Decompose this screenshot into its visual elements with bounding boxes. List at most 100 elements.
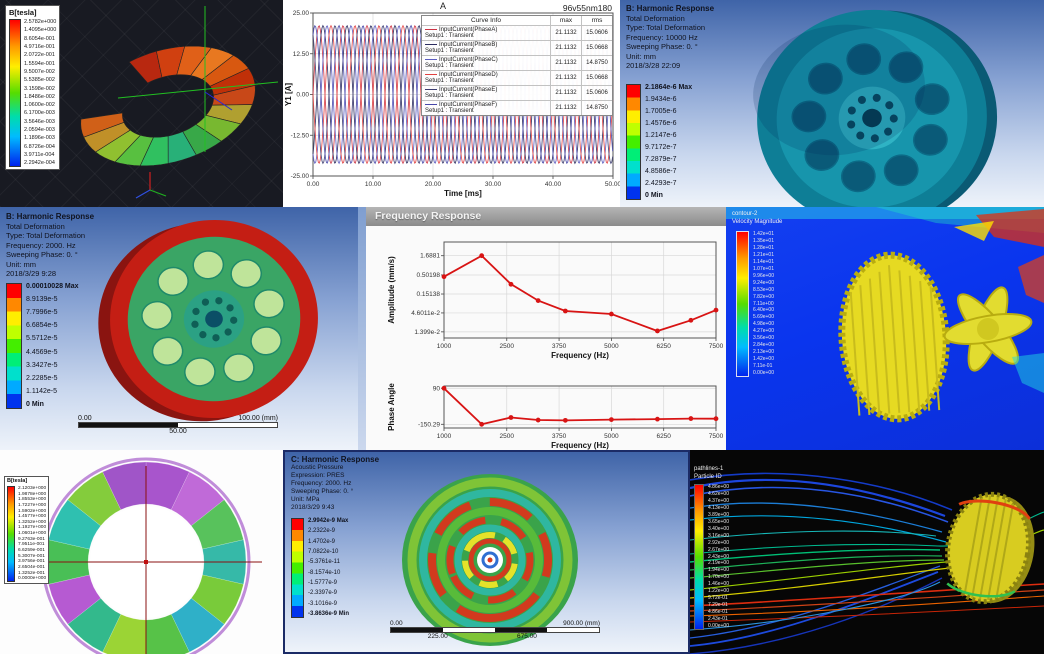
panel-current-plot: 0.00 10.00 20.00 30.00 40.00 50.00 25.00 12.50 0… [283, 0, 620, 207]
flux-legend-value: 6.8726e-004 [24, 143, 55, 150]
svg-text:Time [ms]: Time [ms] [444, 189, 482, 198]
legend-value: 1.8553e+000 [18, 497, 47, 503]
cfd-legend: 1.42e+01 1.35e+01 1.28e+01 1.21e+01 1.14e+01… [736, 231, 774, 377]
header-line: Type: Total Deformation [626, 23, 706, 32]
window-titlebar[interactable]: Frequency Response [366, 207, 726, 226]
flux-legend-value: 4.9716e-001 [24, 43, 55, 50]
flux-legend-value: 1.0600e-002 [24, 102, 55, 109]
legend-value: -8.1574e-10 [308, 569, 341, 576]
header-line: Expression: PRES [291, 472, 345, 479]
legend-value: 1.1142e-5 [26, 387, 58, 395]
svg-text:2500: 2500 [500, 433, 515, 440]
curve-info-row: InputCurrent(PhaseB) Setup1 : Transient 21… [422, 40, 612, 55]
legend-value: 1.5902e+000 [18, 508, 47, 514]
legend-value: 2.1864e-6 Max [645, 84, 693, 91]
svg-text:6250: 6250 [656, 433, 671, 440]
svg-text:-150.29: -150.29 [418, 421, 440, 428]
curve-swatch [425, 58, 437, 60]
legend-value: 2.1203e+000 [18, 486, 47, 491]
legend-value: 1.46e+00 [708, 581, 729, 588]
panel-harmonic-10000hz: B: Harmonic Response Total Deformation Typ… [620, 0, 1044, 207]
legend-value: -1.5777e-9 [308, 579, 338, 586]
ring-legend-title: B[tesla] [7, 478, 28, 484]
legend-value: 1.42e+01 [753, 231, 774, 237]
panel-harmonic-2000hz: B: Harmonic Response Total Deformation Typ… [0, 207, 358, 450]
header-line: Sweeping Phase: 0. ° [6, 250, 78, 259]
legend-value: 2.43e-01 [708, 616, 728, 623]
legend-value: 1.07e+01 [753, 265, 774, 272]
scale-left: 0.00 [390, 620, 403, 627]
plot-corner-label: 96v55nm180 [562, 3, 612, 13]
window-content: 1000 2500 3750 5000 6250 7500 1.6881 0.50198 0.1… [366, 226, 726, 455]
legend-value: 0.00010028 Max [26, 283, 79, 290]
panel-streamlines: pathlines-1 Particle ID 4.86e+00 4.62e+00 4… [690, 450, 1044, 654]
header-line: Sweeping Phase: 0. ° [291, 488, 354, 495]
legend-value: 6.6259e-001 [18, 548, 45, 554]
legend-value: 4.86e-01 [708, 609, 728, 616]
svg-text:4.6011e-2: 4.6011e-2 [411, 310, 440, 317]
axis-triad [135, 172, 167, 199]
legend-value: 1.94e+00 [708, 567, 729, 574]
legend-value: 3.40e+00 [708, 525, 729, 532]
legend-header-line: Particle ID [694, 473, 722, 480]
acoustic-colorbar [291, 518, 304, 618]
header-line: Sweeping Phase: 0. ° [626, 42, 698, 51]
phase-chart: 1000 2500 3750 5000 6250 7500 90 -150.29 Frequen… [387, 383, 724, 450]
streamline-gear [945, 491, 1035, 605]
svg-text:Frequency (Hz): Frequency (Hz) [551, 351, 609, 360]
legend-value: 1.7005e-6 [645, 108, 677, 115]
svg-text:-25.00: -25.00 [291, 173, 310, 180]
legend-value: 1.35e+01 [753, 237, 774, 244]
header-line: 2018/3/29 9:43 [291, 504, 335, 511]
flux-torus-render [80, 6, 279, 199]
legend-value: 1.4702e-9 [308, 538, 336, 545]
stream-legend-header: pathlines-1 Particle ID [694, 466, 723, 481]
harmonic-mid-legend: 0.00010028 Max 8.9139e-5 7.7996e-5 6.6854e-… [6, 283, 79, 409]
harmonic-top-values: 2.1864e-6 Max 1.9434e-6 1.7005e-6 1.4576e-6… [645, 84, 692, 200]
flux-legend-value: 9.5007e-002 [24, 68, 55, 75]
header-line: Frequency: 2000. Hz [291, 480, 352, 487]
flux-legend-colorbar [9, 19, 21, 167]
stream-colorbar [694, 484, 704, 630]
legend-value: 9.2763e-001 [18, 536, 45, 542]
curve-swatch [425, 43, 437, 45]
legend-value: 2.9942e-9 Max [308, 518, 349, 524]
flux-legend-value: 2.0722e-001 [24, 52, 55, 59]
svg-text:7500: 7500 [709, 343, 724, 350]
svg-text:12.50: 12.50 [293, 51, 310, 58]
legend-value: 9.7172e-7 [645, 144, 677, 151]
harmonic-mid-values: 0.00010028 Max 8.9139e-5 7.7996e-5 6.6854e-… [26, 283, 79, 409]
acoustic-header: C: Harmonic Response Acoustic Pressure Exp… [291, 456, 379, 512]
legend-value: 2.19e+00 [708, 560, 729, 567]
flux-legend-value: 2.0594e-003 [24, 127, 55, 134]
scale-m1: 225.00 [427, 633, 448, 640]
scale-left: 0.00 [78, 415, 92, 422]
legend-value: 4.37e+00 [708, 497, 729, 504]
wheel-deformation-render [98, 219, 318, 422]
legend-value: 1.3252e-001 [18, 570, 45, 576]
legend-value: -3.8636e-9 Min [308, 610, 350, 617]
svg-text:0.00: 0.00 [296, 92, 309, 99]
flux-legend-value: 1.8486e-002 [24, 93, 55, 100]
legend-value: 1.70e+00 [708, 574, 729, 581]
legend-value: 9.24e+00 [753, 279, 774, 286]
legend-value: -2.3397e-9 [308, 590, 338, 597]
svg-text:0.00: 0.00 [307, 181, 320, 188]
scale-bar: 0.00 100.00 (mm) 50.00 [78, 415, 278, 435]
legend-value: 2.13e+00 [753, 349, 774, 356]
svg-text:50.00: 50.00 [605, 181, 620, 188]
header-line: B: Harmonic Response [6, 212, 95, 221]
legend-value: 1.1927e+000 [18, 525, 47, 531]
legend-value: 1.4577e+000 [18, 514, 47, 520]
legend-value: 2.4293e-7 [645, 180, 677, 187]
legend-value: 8.9139e-5 [26, 296, 58, 304]
flux-legend-value: 1.5594e-001 [24, 60, 55, 67]
legend-value: 3.9756e-001 [18, 559, 45, 565]
legend-value: 1.42e+00 [753, 356, 774, 363]
svg-text:5000: 5000 [604, 433, 619, 440]
flux-legend-value: 6.1700e-003 [24, 110, 55, 117]
svg-text:10.00: 10.00 [365, 181, 382, 188]
harmonic-mid-header: B: Harmonic Response Total Deformation Typ… [6, 212, 94, 279]
svg-text:Amplitude (mm/s): Amplitude (mm/s) [387, 256, 396, 324]
